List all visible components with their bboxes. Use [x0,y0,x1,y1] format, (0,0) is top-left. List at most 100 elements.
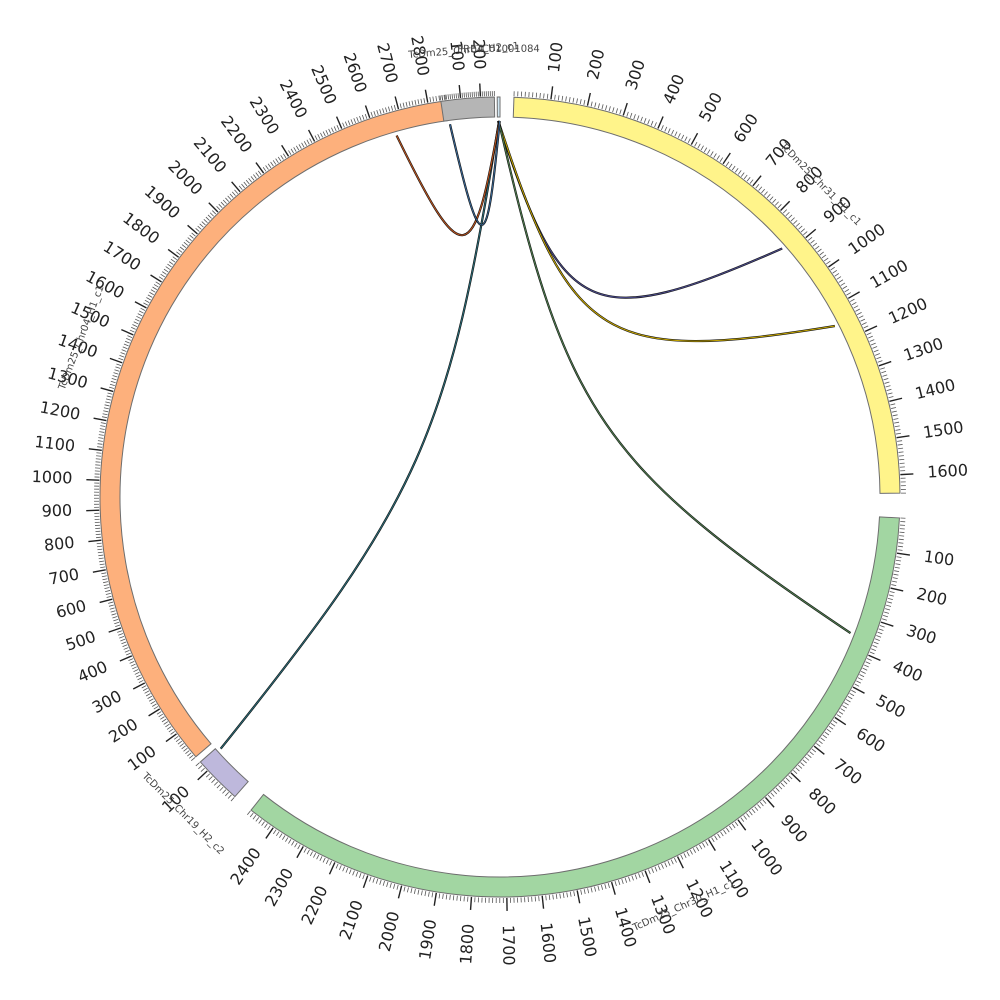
tick-label: 1600 [83,267,128,303]
major-tick [108,627,122,633]
tick-label: 2300 [246,93,284,138]
tick-label: 1500 [574,915,600,959]
ideogram-chr19 [199,747,249,798]
major-tick [576,890,581,904]
tick-label: 500 [873,691,909,722]
tick-label: 100 [923,547,956,570]
major-tick [878,360,892,367]
tick-label: 2000 [375,909,403,953]
link-outline-chr04h1 [395,120,501,237]
major-tick [707,839,716,851]
major-tick [99,598,113,604]
tick-label: 900 [41,501,72,521]
major-tick [868,654,881,662]
tick-label: 700 [830,755,866,789]
major-tick [644,870,651,884]
tick-label: 500 [63,627,98,655]
major-tick [394,96,400,110]
tick-label: 2100 [336,898,367,943]
tick-label: 2400 [276,77,312,122]
major-tick [889,397,903,403]
major-tick [121,328,134,336]
major-tick [424,89,429,103]
major-tick [88,539,102,543]
link-pretc-chr31 [497,120,783,299]
tick-label: 2100 [190,133,231,176]
tick-label: 200 [583,47,608,81]
major-tick [541,895,545,909]
tick-label: 600 [729,110,762,146]
major-tick [610,881,616,895]
major-tick [100,387,114,393]
tick-label: 1900 [141,182,184,223]
major-tick [335,116,343,129]
tick-label: 600 [54,596,88,622]
tick-label: 1800 [456,923,478,965]
tick-layer [86,83,914,911]
major-tick [890,587,904,592]
major-tick [165,733,177,743]
tick-label: 1600 [537,922,560,964]
major-tick [864,325,878,332]
major-tick [148,708,161,717]
tick-label: 200 [105,714,141,746]
major-tick [134,301,147,309]
major-tick [752,175,762,187]
tick-label: 1700 [499,925,519,966]
tick-label: 400 [890,656,926,686]
tick-label: 300 [904,621,939,649]
tick-label: 1000 [747,835,786,879]
tick-label: 2200 [217,112,256,156]
major-tick [150,274,162,283]
major-tick [231,181,241,193]
major-tick [469,896,473,911]
tick-label: 1700 [100,237,145,275]
major-tick [550,86,554,100]
major-tick [265,827,274,839]
minor-ticks-chr31 [513,91,906,494]
major-tick [433,892,437,906]
major-tick [93,417,107,422]
major-tick [255,162,265,174]
segment-label-chr19: TcDm25_Chr19_H2_c2 [139,770,226,857]
tick-label: 700 [47,564,80,588]
link-pretc-chr30 [498,120,851,634]
segment-label-chr31: TcDm25_Chr31_H1_c1 [777,140,863,228]
tick-label: 2000 [164,156,206,198]
link-pretc-chr04h2 [449,120,501,226]
major-tick [281,144,290,157]
tick-label: 1200 [885,294,930,328]
tick-label: 1100 [33,432,76,456]
major-tick [187,224,198,235]
major-tick [764,797,775,808]
major-tick [676,856,684,869]
ideogram-chr04h2 [440,96,496,122]
tick-label: 1400 [913,375,957,403]
tick-label: 600 [853,724,889,757]
tick-label: 100 [544,41,567,74]
major-tick [296,846,304,859]
major-tick [208,202,219,213]
major-tick [834,716,847,726]
major-tick [86,478,100,481]
tick-label: 800 [805,784,840,819]
major-tick [690,132,699,145]
tick-label: 300 [89,686,125,717]
major-tick [900,473,914,476]
major-tick [737,819,747,831]
major-tick [88,448,102,451]
major-tick [813,745,825,755]
link-pretc-chr04h1 [396,120,500,236]
major-tick [397,885,403,899]
major-tick [197,770,208,781]
tick-label: 2700 [373,41,402,85]
tick-label: 2600 [340,50,371,95]
tick-label: 200 [915,584,949,609]
tick-label: 1500 [922,417,965,442]
major-tick [896,552,911,556]
ideogram-pretc [496,96,501,118]
tick-label: 1600 [927,460,969,481]
tick-label: 1800 [119,208,163,248]
